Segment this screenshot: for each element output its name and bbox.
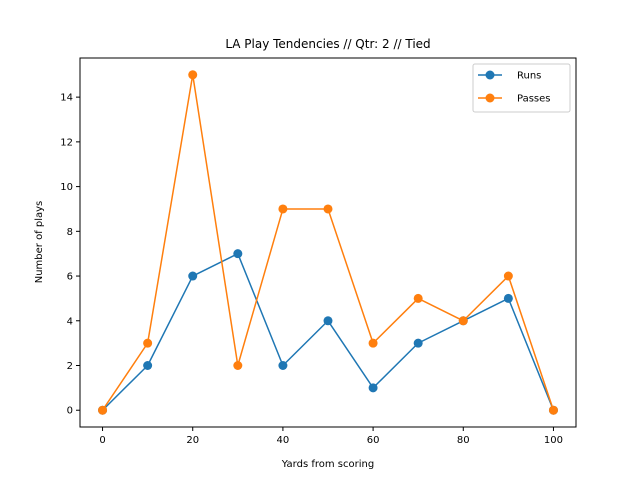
y-tick-label: 10 xyxy=(60,182,73,193)
x-axis: 0 20 40 60 80 100 xyxy=(99,427,563,446)
y-tick-label: 4 xyxy=(67,316,73,327)
x-tick-label: 80 xyxy=(457,435,470,446)
y-tick-label: 0 xyxy=(67,406,73,417)
legend: Runs Passes xyxy=(472,63,571,113)
plot-area xyxy=(98,70,558,415)
runs-point xyxy=(278,361,288,370)
passes-legend-marker xyxy=(485,93,495,103)
passes-point xyxy=(413,293,423,303)
passes-point xyxy=(503,271,513,281)
runs-legend-label: Runs xyxy=(517,71,541,82)
x-tick-label: 40 xyxy=(277,435,290,446)
passes-point xyxy=(143,338,153,348)
passes-point xyxy=(188,70,198,80)
runs-point xyxy=(413,338,423,348)
x-axis-title: Yards from scoring xyxy=(281,459,374,470)
runs-point xyxy=(143,361,153,370)
chart-title: LA Play Tendencies // Qtr: 2 // Tied xyxy=(225,37,430,51)
y-tick-label: 6 xyxy=(67,272,73,283)
runs-point xyxy=(368,383,378,393)
passes-point xyxy=(368,338,378,348)
x-tick-label: 60 xyxy=(367,435,380,446)
runs-point xyxy=(233,249,243,259)
runs-legend-marker xyxy=(485,70,495,80)
runs-point xyxy=(188,271,198,281)
x-tick-label: 0 xyxy=(99,435,105,446)
passes-point xyxy=(278,204,288,214)
passes-point xyxy=(548,405,558,415)
passes-point xyxy=(458,316,468,326)
passes-legend-label: Passes xyxy=(517,94,551,105)
y-tick-label: 12 xyxy=(60,137,73,148)
y-tick-label: 8 xyxy=(67,227,73,238)
runs-point xyxy=(323,316,333,326)
y-tick-label: 14 xyxy=(60,93,73,104)
runs-point xyxy=(503,293,513,303)
passes-point xyxy=(323,204,333,214)
y-axis: 0 2 4 6 8 10 12 14 xyxy=(60,93,80,417)
x-tick-label: 20 xyxy=(186,435,199,446)
y-tick-label: 2 xyxy=(67,361,73,372)
x-tick-label: 100 xyxy=(544,435,563,446)
legend-box xyxy=(472,63,571,113)
y-axis-title: Number of plays xyxy=(34,201,45,284)
passes-point xyxy=(233,361,243,370)
axes-frame xyxy=(79,57,577,428)
passes-point xyxy=(98,405,108,415)
